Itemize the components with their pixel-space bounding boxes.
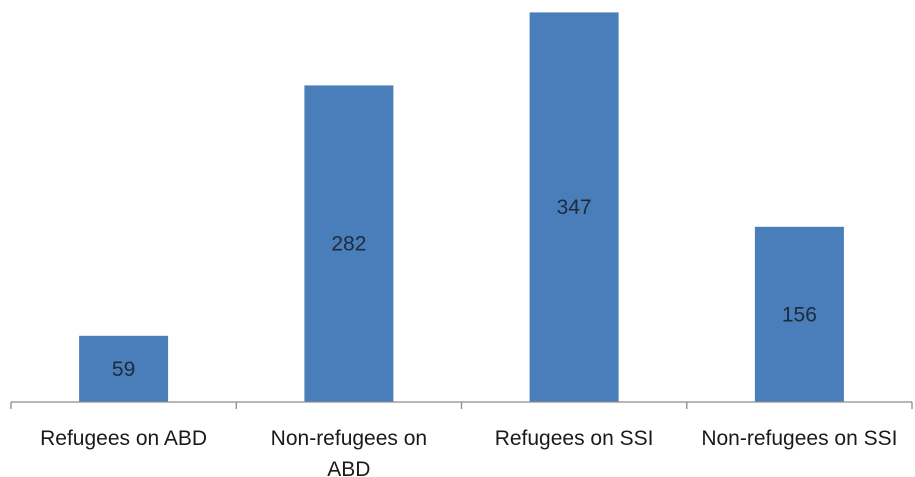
x-axis-ticks [10, 402, 913, 409]
bar-refugees-on-ssi [529, 12, 619, 403]
bar-non-refugees-on-ssi [754, 226, 844, 402]
x-tick-label-non-refugees-on-abd-line-2: ABD [327, 458, 370, 477]
data-labels-group: 59 282 347 156 [112, 196, 817, 381]
x-tick-label-non-refugees-on-ssi: Non-refugees on SSI [701, 427, 897, 450]
x-tick-label-non-refugees-on-abd-line-1: Non-refugees on [271, 427, 427, 450]
bar-refugees-on-abd [79, 335, 169, 402]
x-tick-label-refugees-on-ssi: Refugees on SSI [495, 427, 654, 450]
data-label-refugees-on-abd: 59 [112, 358, 135, 381]
data-label-non-refugees-on-abd: 282 [331, 233, 366, 256]
bar-non-refugees-on-abd [304, 85, 394, 403]
bars-group [79, 12, 844, 403]
x-axis-tick-labels: Refugees on ABD Non-refugees on ABD Refugee… [40, 427, 897, 477]
data-label-non-refugees-on-ssi: 156 [782, 303, 817, 326]
x-tick-label-refugees-on-abd: Refugees on ABD [40, 427, 207, 450]
data-label-refugees-on-ssi: 347 [557, 196, 592, 219]
